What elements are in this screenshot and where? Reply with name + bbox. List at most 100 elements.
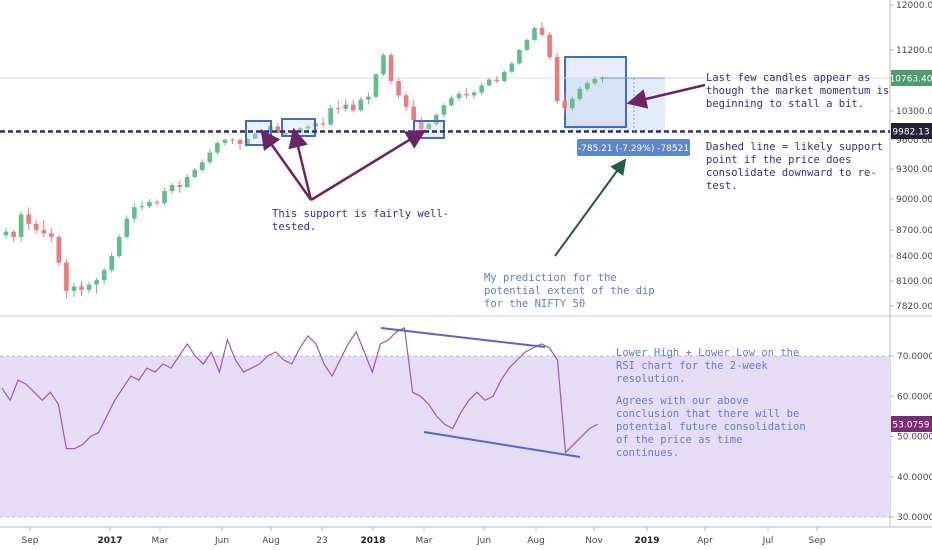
candle-body [585, 83, 590, 89]
candle-body [539, 28, 545, 35]
rsi-tick-label: 70.0000 [897, 352, 932, 362]
candle-body [162, 191, 167, 204]
time-tick-label: Mar [416, 536, 433, 546]
candle-body [222, 139, 228, 143]
time-tick-label: Aug [527, 536, 545, 546]
rsi-note: Lower High + Lower Low on the RSI chart … [616, 347, 806, 459]
candle-body [200, 162, 205, 170]
candle-body [411, 106, 416, 121]
time-tick-label: Apr [697, 536, 713, 546]
candle-body [509, 63, 515, 72]
price-tick-label: 8100.00 [896, 277, 932, 287]
candle-body [502, 71, 507, 82]
rsi-lower-low-line[interactable] [423, 431, 581, 458]
time-tick-label: Jun [214, 536, 229, 546]
candle-body [577, 88, 583, 99]
time-axis-ticks: Sep 2017 Mar Jun Aug 23 2018 Mar Jun Aug Nov 2019 Ap… [22, 527, 826, 546]
prediction-box[interactable] [564, 56, 627, 128]
candle-body [184, 177, 190, 187]
momentum-note-line1: Last few candles appear as [706, 72, 870, 84]
candle-body [79, 286, 84, 290]
candle-body [592, 78, 598, 84]
candle-body [192, 170, 198, 177]
candle-body [230, 139, 235, 141]
candle-body [328, 108, 333, 125]
candle-body [207, 152, 213, 163]
candle-body [26, 214, 31, 224]
candle-body [41, 230, 47, 234]
last-price-badge [891, 70, 932, 86]
price-tick-label: 9000.00 [896, 195, 932, 205]
candle-body [109, 256, 114, 271]
candle-body [3, 231, 9, 236]
candle-body [434, 114, 439, 124]
candle-body [139, 206, 145, 208]
rsi-overbought-oversold-band [0, 356, 890, 517]
candle-body [305, 126, 311, 129]
candle-body [169, 185, 175, 191]
rsi-tick-label: 60.0000 [897, 392, 932, 402]
dashed-note-line3: consolidate downward to re- [706, 167, 877, 179]
candle-body [320, 123, 326, 125]
candle-body [464, 93, 469, 96]
rsi-value-badge [891, 416, 932, 432]
time-tick-label: 2018 [360, 536, 385, 546]
price-tick-label: 8400.00 [896, 252, 932, 262]
candle-body [147, 202, 152, 207]
rsi-note-line9: continues. [616, 447, 679, 459]
candle-body [64, 262, 69, 291]
rsi-note-line8: of the price as time [616, 434, 742, 446]
time-tick-label: Sep [22, 536, 39, 546]
support-box-1[interactable] [245, 120, 272, 146]
rsi-lower-high-line[interactable] [380, 327, 546, 348]
price-axis-ticks: 7820.00 8100.00 8400.00 8700.00 9000.00 9300.… [890, 1, 932, 312]
measure-label: -785.21 (-7.29%) -78521 [578, 144, 689, 154]
momentum-note-line2: though the market momentum is [706, 85, 889, 97]
prediction-note-line3: for the NIFTY 50 [484, 298, 585, 310]
rsi-tick-label: 40.0000 [897, 473, 932, 483]
price-pane[interactable] [0, 0, 890, 315]
rsi-note-line2: RSI chart for the 2-week [616, 360, 768, 372]
prediction-note: My prediction for the potential extent o… [484, 272, 655, 310]
time-tick-label: 2017 [97, 536, 122, 546]
candle-body [358, 99, 364, 111]
candle-body [49, 233, 54, 237]
candle-body [486, 79, 492, 86]
candle-body [215, 142, 220, 153]
support-price-badge [891, 123, 932, 139]
time-tick-label: 23 [316, 536, 327, 546]
price-tick-label: 8700.00 [896, 226, 932, 236]
arrow-prediction [554, 158, 627, 257]
time-tick-label: Jul [762, 536, 774, 546]
measure-badge [577, 139, 690, 156]
candle-body [101, 270, 107, 281]
candle-body [456, 93, 462, 99]
candle-body [381, 55, 386, 75]
support-note: This support is fairly well- tested. [272, 208, 449, 233]
dashed-note-line4: test. [706, 180, 738, 192]
rsi-note-line7: potential future consolidation [616, 421, 806, 433]
candle-body [154, 202, 160, 204]
dashed-note-line2: point if the price does [706, 154, 851, 166]
rsi-axis-ticks: 30.0000 40.0000 50.0000 60.0000 70.0000 [890, 352, 932, 523]
candle-body [335, 108, 341, 110]
price-tick-label: 9600.00 [896, 136, 932, 146]
support-box-2[interactable] [281, 118, 316, 137]
candle-body [479, 85, 484, 93]
time-tick-label: 2019 [634, 536, 659, 546]
rsi-note-line5: Agrees with our above [616, 395, 749, 407]
candle-body [449, 98, 454, 106]
time-tick-label: Jun [476, 536, 491, 546]
time-tick-label: Nov [585, 536, 603, 546]
rsi-tick-label: 50.0000 [897, 433, 932, 443]
support-price-label: 9982.13 [892, 128, 929, 138]
candle-body [33, 223, 39, 230]
rsi-line[interactable] [1, 326, 598, 454]
candle-body [177, 185, 182, 187]
arrow-support-2 [288, 127, 313, 201]
support-note-line2: tested. [272, 221, 316, 233]
rsi-tick-label: 30.0000 [897, 513, 932, 523]
candle-body [245, 138, 250, 144]
candle-body [494, 79, 500, 82]
